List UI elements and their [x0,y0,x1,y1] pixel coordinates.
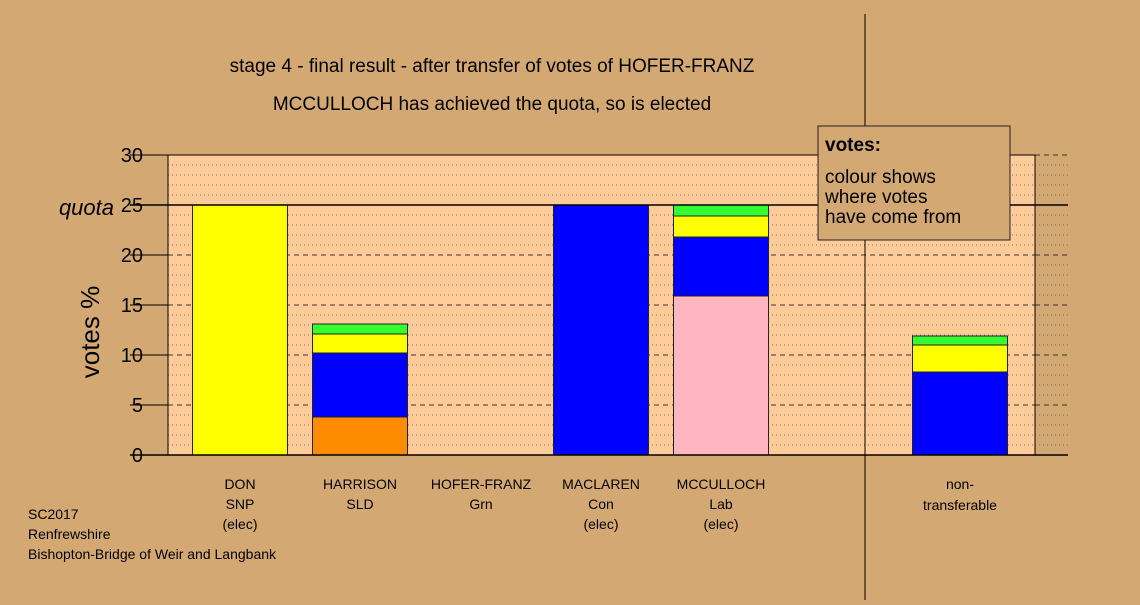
x-label-1-line-0: HARRISON [323,476,397,492]
bar-1-segment-1 [312,352,408,418]
bars-group [192,204,1008,456]
y-tick-labels: 0 5 10 15 20 25 30 [121,145,143,467]
y-tick-label-15: 15 [121,295,143,317]
x-label-0-line-1: SNP [226,496,255,512]
chart-subtitle: MCCULLOCH has achieved the quota, so is … [273,94,711,115]
bar-0-segment-0 [192,204,288,456]
bar-1-segment-0 [312,416,408,456]
footer: SC2017 Renfrewshire Bishopton-Bridge of … [28,506,277,562]
footer-line-3: Bishopton-Bridge of Weir and Langbank [28,546,277,562]
bar-1-segment-3 [312,323,408,335]
y-tick-label-5: 5 [132,395,143,417]
bar-4-segment-2 [673,215,769,238]
y-tick-label-10: 10 [121,345,143,367]
x-label-5-line-0: non- [946,476,974,492]
x-label-3-line-1: Con [588,496,614,512]
bar-4-segment-1 [673,236,769,297]
bar-1-segment-2 [312,333,408,354]
bar-3-segment-0 [553,204,649,456]
y-axis-label: votes % [75,286,105,379]
y-tick-label-25: 25 [121,195,143,217]
x-label-0-line-0: DON [224,476,255,492]
footer-line-2: Renfrewshire [28,526,111,542]
legend-frame [817,125,1011,241]
chart-title: stage 4 - final result - after transfer … [230,56,755,77]
x-label-2-line-0: HOFER-FRANZ [431,476,532,492]
x-label-3-line-2: (elec) [583,516,618,532]
bar-5-segment-0 [912,371,1008,456]
bar-5-segment-1 [912,344,1008,373]
footer-line-1: SC2017 [28,506,79,522]
x-label-1-line-1: SLD [346,496,373,512]
x-category-labels: DON SNP (elec) HARRISON SLD HOFER-FRANZ Grn MAC… [222,476,997,532]
legend-line-2: where votes [824,187,927,208]
bar-5-segment-2 [912,335,1008,346]
x-label-2-line-1: Grn [469,496,492,512]
x-label-5-line-1: transferable [923,497,997,513]
x-label-4-line-1: Lab [709,496,733,512]
legend-box: votes: colour shows where votes have com… [817,125,1011,241]
x-label-4-line-2: (elec) [703,516,738,532]
y-tick-label-20: 20 [121,245,143,267]
legend-line-3: have come from [825,207,961,228]
x-label-3-line-0: MACLAREN [562,476,640,492]
x-label-4-line-0: MCCULLOCH [677,476,766,492]
y-tick-label-30: 30 [121,145,143,167]
x-label-0-line-2: (elec) [222,516,257,532]
quota-label: quota [59,195,114,220]
legend-title: votes: [825,135,881,156]
legend-line-1: colour shows [825,167,936,188]
y-tick-label-0: 0 [132,445,143,467]
bar-4-segment-0 [673,295,769,456]
bar-4-segment-3 [673,204,769,217]
